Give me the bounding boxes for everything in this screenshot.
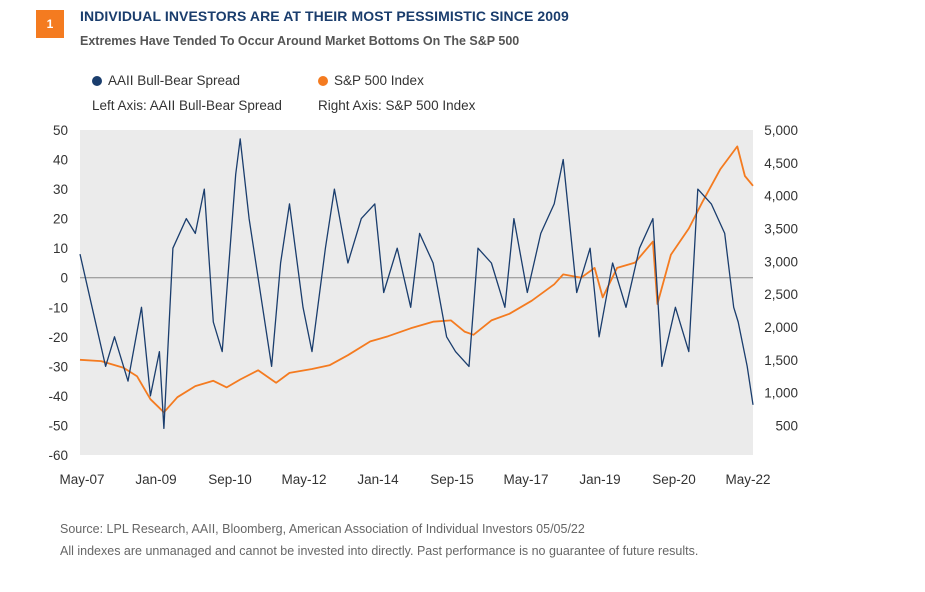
left-tick-label: 0 [60,271,68,286]
left-tick-label: 30 [53,182,68,197]
right-tick-label: 3,000 [764,254,798,269]
left-tick-label: 50 [53,123,68,138]
right-tick-label: 2,000 [764,320,798,335]
legend-spx-swatch [318,76,328,86]
right-tick-label: 4,000 [764,189,798,204]
left-tick-label: -50 [48,418,68,433]
spread-series-line [79,138,754,430]
legend-spread-swatch [92,76,102,86]
chart-subtitle: Extremes Have Tended To Occur Around Mar… [80,34,520,48]
x-tick-label: Jan-09 [135,472,176,487]
figure-number-badge: 1 [36,10,64,38]
legend-spread: AAII Bull-Bear Spread [92,73,240,88]
x-axis-ticks: May-07 Jan-09 Sep-10 May-12 Jan-14 Sep-15 May-… [59,472,770,487]
legend-spx-label: S&P 500 Index [334,73,424,88]
legend-spread-label: AAII Bull-Bear Spread [108,73,241,88]
x-tick-label: May-17 [503,472,548,487]
left-tick-label: -60 [48,448,68,463]
right-tick-label: 5,000 [764,123,798,138]
left-tick-label: -30 [48,359,68,374]
right-tick-label: 1,000 [764,386,798,401]
x-tick-label: Sep-20 [652,472,696,487]
x-tick-label: Sep-15 [430,472,474,487]
left-axis-note: Left Axis: AAII Bull-Bear Spread [92,98,282,113]
x-tick-label: May-07 [59,472,104,487]
left-tick-label: 40 [53,153,68,168]
x-tick-label: Jan-14 [357,472,399,487]
chart-title: INDIVIDUAL INVESTORS ARE AT THEIR MOST P… [80,8,569,24]
left-tick-label: -10 [48,300,68,315]
legend-spx: S&P 500 Index [318,73,424,88]
dual-axis-line-chart: 50 40 30 20 10 0 -10 -20 -30 -40 -50 -60 5,000 4,500… [48,123,798,487]
x-tick-label: Jan-19 [579,472,620,487]
right-tick-label: 500 [775,418,798,433]
left-tick-label: 10 [53,241,68,256]
spx-series-line [79,145,754,414]
right-tick-label: 1,500 [764,353,798,368]
right-tick-label: 3,500 [764,221,798,236]
right-axis-note: Right Axis: S&P 500 Index [318,98,476,113]
left-tick-label: 20 [53,212,68,227]
x-tick-label: Sep-10 [208,472,252,487]
right-tick-label: 2,500 [764,287,798,302]
right-tick-label: 4,500 [764,156,798,171]
right-axis-ticks: 5,000 4,500 4,000 3,500 3,000 2,500 2,000 1,500… [764,123,798,433]
x-tick-label: May-22 [725,472,770,487]
plot-area [80,130,753,455]
left-axis-ticks: 50 40 30 20 10 0 -10 -20 -30 -40 -50 -60 [48,123,68,463]
disclaimer-note: All indexes are unmanaged and cannot be … [60,544,699,558]
left-tick-label: -20 [48,330,68,345]
x-tick-label: May-12 [281,472,326,487]
source-note: Source: LPL Research, AAII, Bloomberg, A… [60,522,585,536]
left-tick-label: -40 [48,389,68,404]
